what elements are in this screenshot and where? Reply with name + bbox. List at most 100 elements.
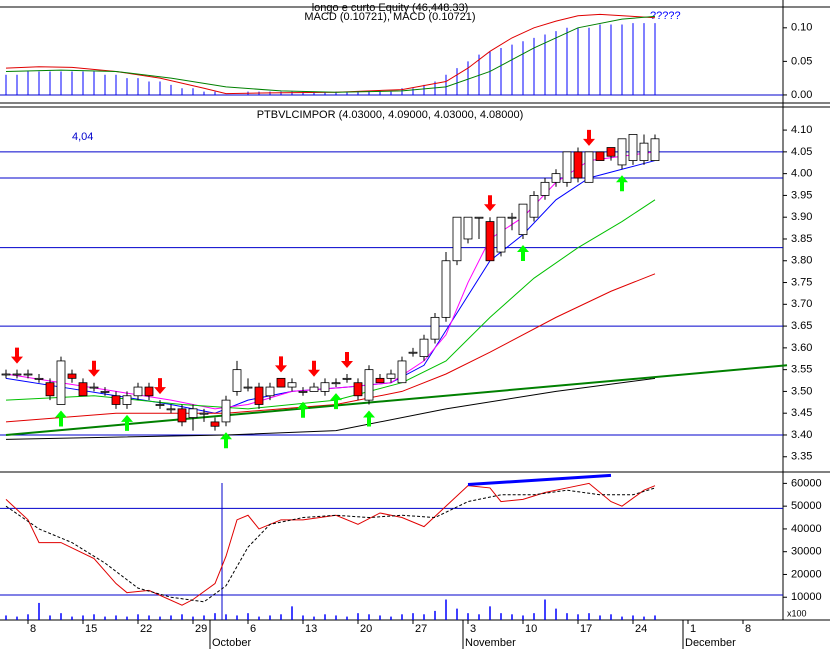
buy-arrow <box>363 410 375 427</box>
candle-body <box>518 203 528 236</box>
candle-body <box>364 369 374 401</box>
x-tick-label: 6 <box>250 623 256 635</box>
candle-body <box>232 369 242 392</box>
indicator-line <box>5 15 656 93</box>
sell-arrow <box>583 129 595 146</box>
candle-body <box>199 412 209 415</box>
macd-annotation: ????? <box>650 10 681 22</box>
candle-body <box>551 173 561 183</box>
x-tick-label: 3 <box>470 623 476 635</box>
indicator-line <box>5 482 656 606</box>
candle-body <box>133 386 143 397</box>
indicator-line <box>5 364 788 436</box>
candle-body <box>177 408 187 423</box>
indicator-line <box>5 377 656 440</box>
x-tick-label: 24 <box>635 623 647 635</box>
candle-body <box>375 377 385 384</box>
sell-arrow <box>308 360 320 377</box>
candle-body <box>408 351 418 354</box>
y-tick-label: 3.80 <box>791 255 812 267</box>
indicator-line <box>5 487 656 603</box>
y-tick-label: 4.00 <box>791 168 812 180</box>
candle-body <box>298 391 308 393</box>
y-tick-label: 3.35 <box>791 451 812 463</box>
candle-body <box>309 386 319 392</box>
y-tick-label: 3.70 <box>791 298 812 310</box>
candle-body <box>287 382 297 388</box>
candle-body <box>507 216 517 219</box>
candle-body <box>562 151 572 183</box>
candle-body <box>474 216 484 219</box>
candle-body <box>166 408 176 411</box>
y-tick-label: 4.10 <box>791 124 812 136</box>
candle-body <box>1 373 11 376</box>
candle-body <box>45 382 55 397</box>
candle-body <box>89 386 99 389</box>
buy-arrow <box>297 401 309 418</box>
buy-arrow <box>330 393 342 410</box>
y-tick-label: 0.10 <box>791 22 812 34</box>
x-tick-label: 27 <box>415 623 427 635</box>
y-tick-label: 3.75 <box>791 276 812 288</box>
month-label: October <box>212 637 251 649</box>
candle-body <box>12 373 22 376</box>
y-tick-label: 30000 <box>791 546 822 558</box>
candle-body <box>595 151 605 161</box>
buy-arrow <box>121 414 133 431</box>
y-tick-label: 3.95 <box>791 189 812 201</box>
candle-body <box>650 138 660 161</box>
x-tick-label: 20 <box>360 623 372 635</box>
y-tick-label: 3.85 <box>791 233 812 245</box>
candle-body <box>342 377 352 380</box>
price-title: PTBVLCIMPOR (4.03000, 4.09000, 4.03000, … <box>257 109 524 121</box>
candle-body <box>529 195 539 218</box>
y-tick-label: 3.55 <box>791 364 812 376</box>
y-tick-label: 4.05 <box>791 146 812 158</box>
indicator-line <box>5 199 656 410</box>
candle-body <box>122 395 132 405</box>
candle-body <box>606 147 616 157</box>
y-tick-label: 3.90 <box>791 211 812 223</box>
equity-title: longo e curto Equity (46,448.33) <box>312 2 469 14</box>
x-tick-label: 8 <box>745 623 751 635</box>
candle-body <box>188 408 198 418</box>
candle-body <box>540 181 550 196</box>
candle-body <box>430 316 440 340</box>
candle-body <box>496 216 506 253</box>
buy-arrow <box>616 175 628 192</box>
sell-arrow <box>341 351 353 368</box>
candle-body <box>485 221 495 262</box>
candle-body <box>67 373 77 379</box>
y-tick-label: 60000 <box>791 477 822 489</box>
candle-body <box>639 142 649 161</box>
candle-body <box>463 216 473 240</box>
y-tick-label: 3.60 <box>791 342 812 354</box>
candle-body <box>628 134 638 161</box>
indicator-line <box>5 160 656 414</box>
y-tick-label: 20000 <box>791 568 822 580</box>
sell-arrow <box>154 378 166 395</box>
sell-arrow <box>88 360 100 377</box>
unit-label: x100 <box>787 608 807 618</box>
y-tick-label: 3.65 <box>791 320 812 332</box>
buy-arrow <box>517 244 529 261</box>
x-tick-label: 15 <box>85 623 97 635</box>
candle-body <box>144 386 154 397</box>
candle-body <box>397 360 407 384</box>
candle-body <box>243 386 253 389</box>
candle-body <box>353 382 363 397</box>
y-tick-label: 0.00 <box>791 89 812 101</box>
buy-arrow <box>220 432 232 449</box>
candle-body <box>100 391 110 393</box>
x-tick-label: 22 <box>140 623 152 635</box>
sell-arrow <box>275 356 287 373</box>
candle-body <box>386 373 396 379</box>
macd-title: MACD (0.10721), MACD (0.10721) <box>304 11 475 23</box>
candle-body <box>23 373 33 376</box>
candle-body <box>419 338 429 357</box>
candle-body <box>56 360 66 405</box>
candle-body <box>331 382 341 385</box>
sell-arrow <box>11 347 23 364</box>
candle-body <box>78 382 88 397</box>
